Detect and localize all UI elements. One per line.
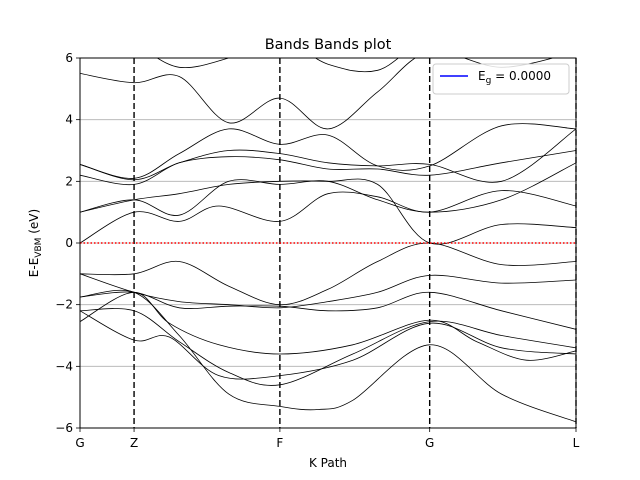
y-tick-label: 2 (65, 174, 73, 188)
legend: Eg = 0.0000 (432, 63, 570, 95)
band-line-14 (80, 58, 555, 130)
x-tick-label: Z (130, 436, 138, 450)
legend-label-sub: g (486, 76, 492, 86)
y-axis-ticks: −6 −4 −2 0 2 4 6 (55, 51, 80, 435)
y-axis-title: E-EVBM (eV) (27, 209, 44, 277)
band-line-8 (80, 190, 576, 244)
y-tick-label: 4 (65, 113, 73, 127)
y-axis-title-sub: VBM (34, 238, 44, 258)
x-tick-label: G (425, 436, 434, 450)
legend-label-value: = 0.0000 (491, 69, 551, 83)
y-tick-label: 6 (65, 51, 73, 65)
y-tick-label: −6 (55, 421, 73, 435)
x-tick-label: L (573, 436, 580, 450)
x-axis-title: K Path (309, 456, 347, 470)
legend-box (432, 63, 570, 95)
band-line-13 (80, 123, 576, 179)
chart-title: Bands Bands plot (265, 37, 392, 53)
y-tick-label: −2 (55, 298, 73, 312)
band-line-4 (80, 289, 576, 423)
band-line-2 (80, 308, 576, 386)
band-line-11 (80, 150, 576, 186)
y-tick-label: −4 (55, 359, 73, 373)
legend-label-main: E (478, 69, 486, 83)
band-line-7 (80, 242, 576, 306)
band-line-5 (80, 291, 576, 330)
band-line-6 (80, 273, 576, 309)
band-line-15 (156, 58, 399, 73)
x-tick-label: G (75, 436, 84, 450)
band-line-1 (80, 291, 576, 361)
y-axis-title-unit: (eV) (27, 209, 41, 238)
y-tick-label: 0 (65, 236, 73, 250)
y-axis-title-main: E-E (27, 258, 41, 278)
band-line-9 (80, 162, 576, 216)
band-line-12 (80, 128, 576, 183)
legend-label: Eg = 0.0000 (478, 69, 551, 86)
band-line-10 (80, 178, 576, 245)
x-tick-label: F (276, 436, 283, 450)
band-line-3 (80, 310, 576, 380)
band-curves (80, 58, 576, 423)
